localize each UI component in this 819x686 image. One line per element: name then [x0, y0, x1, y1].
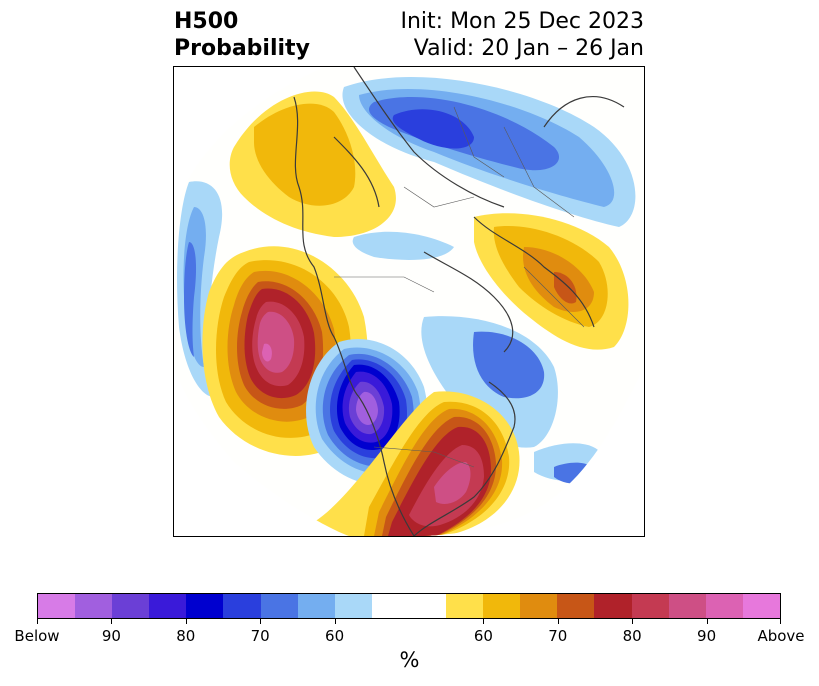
colorbar-segment-above [483, 594, 521, 618]
colorbar-segment-below [223, 594, 261, 618]
colorbar-segment-below [112, 594, 150, 618]
title-type: Probability [174, 36, 310, 61]
init-date: Init: Mon 25 Dec 2023 [400, 9, 645, 34]
colorbar-segment-below [297, 594, 335, 618]
colorbar-tick [37, 619, 38, 624]
colorbar-segment-below [149, 594, 187, 618]
colorbar-segment-above [520, 594, 558, 618]
colorbar-segment-below [75, 594, 113, 618]
anomaly-eastern-na-above [314, 391, 520, 536]
colorbar-tick [111, 619, 113, 624]
valid-dates: Valid: 20 Jan – 26 Jan [413, 36, 644, 61]
probability-map [173, 66, 645, 537]
chart-title-right: Init: Mon 25 Dec 2023 Valid: 20 Jan – 26… [401, 8, 645, 62]
chart-title-left: H500 Probability [174, 8, 310, 62]
colorbar-tick [483, 619, 485, 624]
colorbar-segment-below [334, 594, 372, 618]
colorbar-tick [780, 619, 781, 624]
colorbar-tick-label: 80 [176, 627, 196, 645]
colorbar-segment-above [446, 594, 484, 618]
colorbar-segment-below [260, 594, 298, 618]
colorbar-tick-label: 70 [548, 627, 568, 645]
colorbar-tick-label: 90 [697, 627, 717, 645]
colorbar-tick [185, 619, 187, 624]
colorbar-tick [260, 619, 262, 624]
colorbar-tick-label: Above [757, 627, 805, 645]
colorbar-segment-above [668, 594, 706, 618]
colorbar-tick-label: 60 [325, 627, 345, 645]
colorbar-tick [632, 619, 634, 624]
colorbar-tick [706, 619, 708, 624]
colorbar-tick-label: 90 [101, 627, 121, 645]
colorbar-segment-above [705, 594, 743, 618]
colorbar-unit: % [399, 648, 420, 672]
colorbar-segment-above [742, 594, 780, 618]
coastlines [293, 67, 625, 536]
anomaly-east-siberia-below [342, 76, 636, 228]
map-svg [174, 67, 644, 536]
colorbar-segment-neutral [371, 594, 447, 618]
colorbar-tick-label: 60 [473, 627, 493, 645]
colorbar-segment-below [38, 594, 76, 618]
colorbar-tick-label: Below [14, 627, 60, 645]
colorbar-tick-label: 80 [622, 627, 642, 645]
colorbar-ticks [37, 619, 781, 627]
colorbar-segment-below [186, 594, 224, 618]
colorbar-labels: Below 90 80 70 60 60 70 80 90 Above [14, 627, 804, 647]
colorbar-segment-above [594, 594, 632, 618]
colorbar-tick-label: 70 [250, 627, 270, 645]
anomaly-west-pacific-below [177, 181, 223, 397]
title-variable: H500 [174, 9, 239, 34]
colorbar-segment-above [631, 594, 669, 618]
anomaly-greenland-above [229, 91, 396, 237]
political-borders [334, 106, 585, 468]
anomaly-north-pacific-above [202, 246, 368, 456]
colorbar-segment-above [557, 594, 595, 618]
colorbar-tick [334, 619, 336, 624]
colorbar-tick [557, 619, 559, 624]
colorbar [37, 593, 781, 619]
